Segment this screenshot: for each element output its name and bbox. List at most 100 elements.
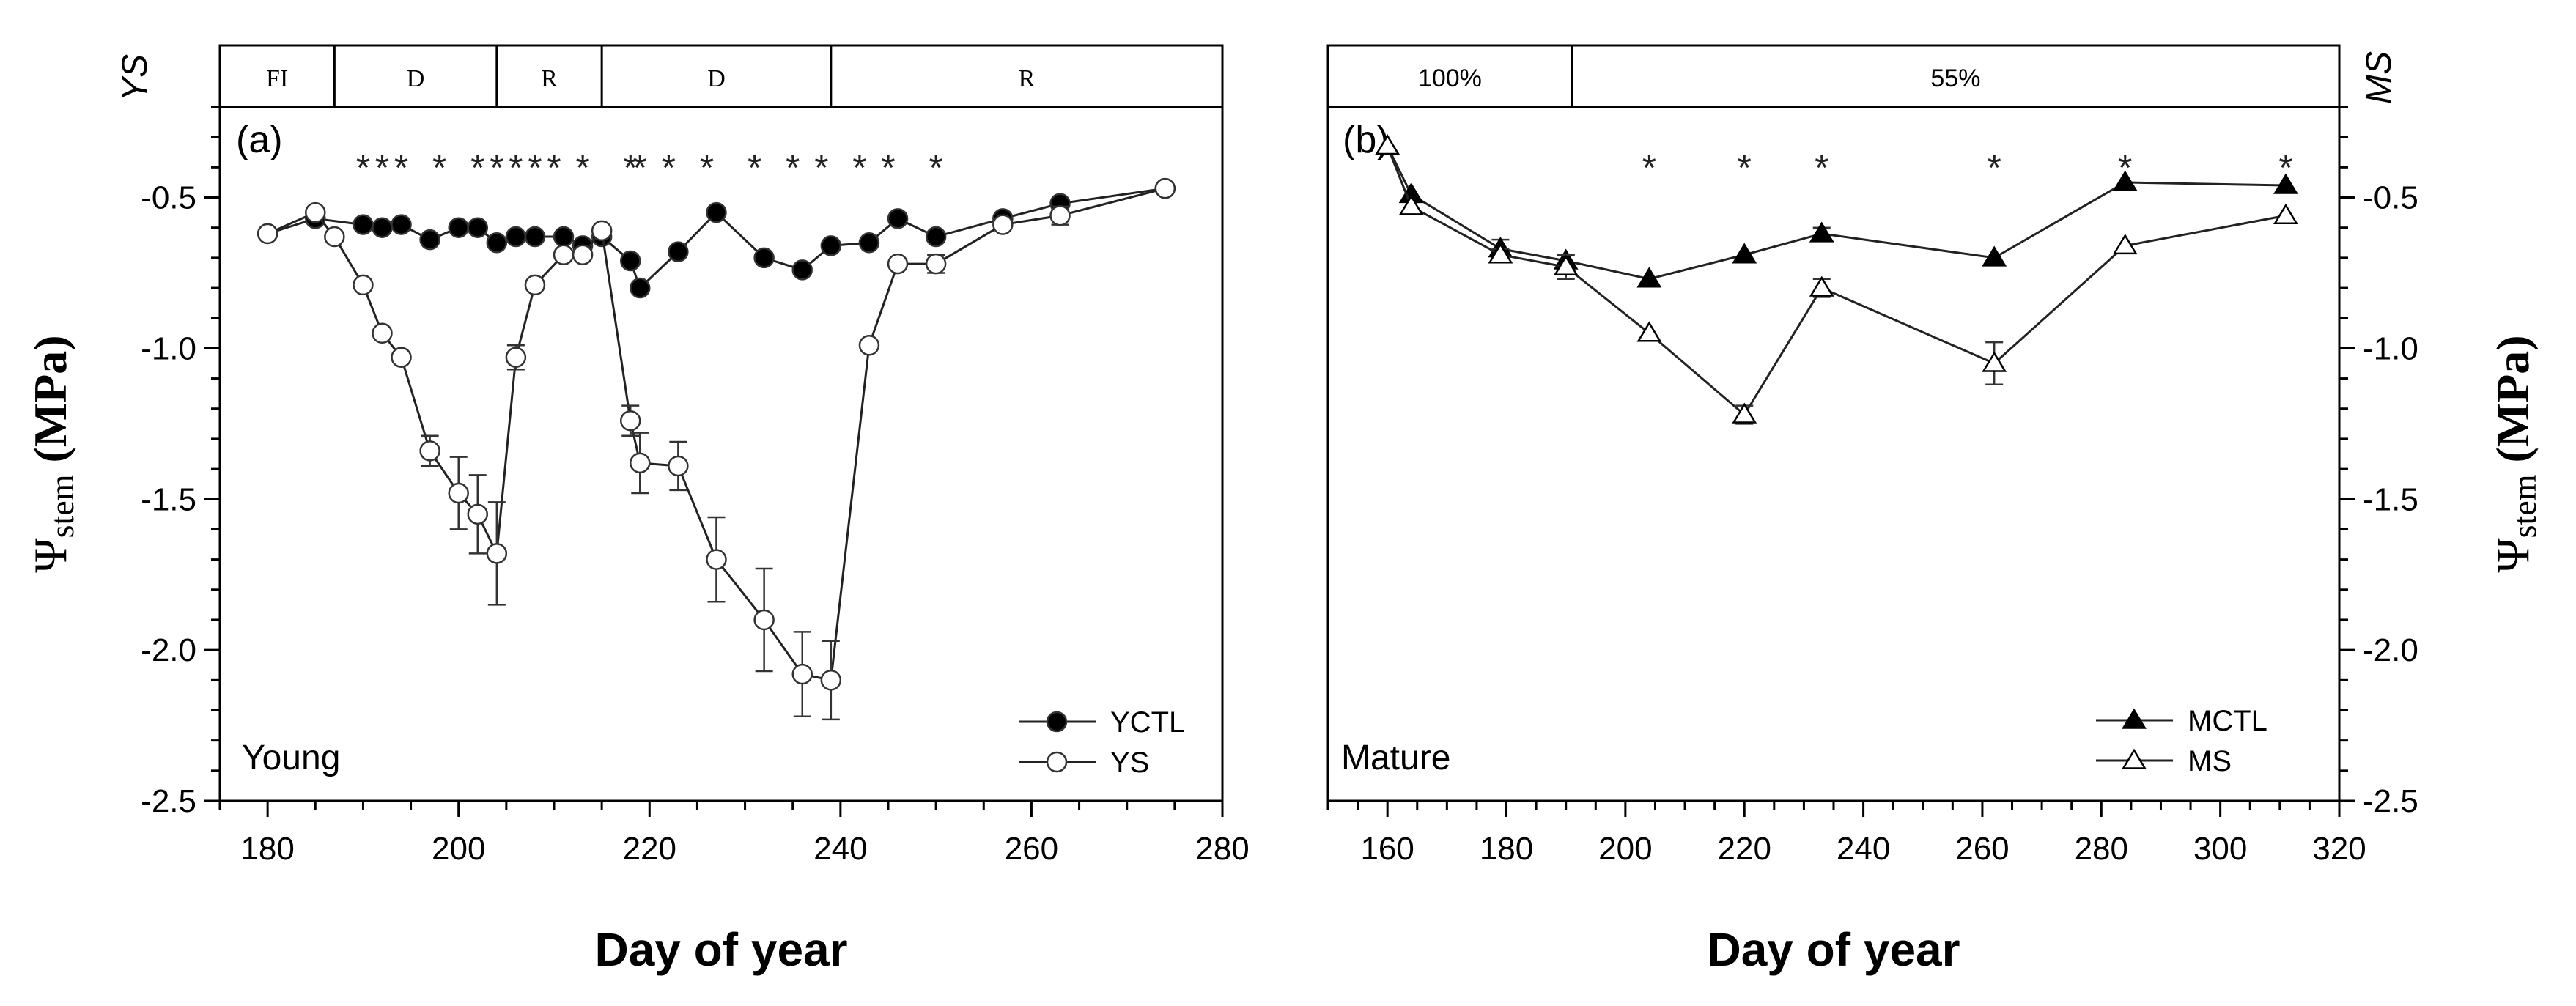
x-tick-label: 220 <box>1718 831 1771 867</box>
data-point <box>486 232 508 254</box>
significance-star: * <box>1738 147 1752 188</box>
significance-star: * <box>2278 147 2292 188</box>
legend-label: YS <box>1110 747 1149 779</box>
series-line <box>1386 145 2287 417</box>
data-point <box>925 253 947 275</box>
y-axis-title-subscript: stem <box>43 474 81 538</box>
data-point <box>324 226 345 248</box>
significance-star: * <box>575 147 589 188</box>
data-point <box>467 503 489 525</box>
x-axis-title: Day of year <box>1707 923 1960 976</box>
data-point <box>257 223 278 245</box>
data-point <box>992 214 1014 235</box>
y-axis-title-symbol: Ψ <box>2487 538 2539 573</box>
y-tick-label: -2.0 <box>141 632 196 668</box>
data-point <box>1375 134 1400 155</box>
phase-label: 100% <box>1418 64 1482 92</box>
panel-label: (b) <box>1343 119 1390 161</box>
data-point <box>305 201 326 223</box>
phase-label: R <box>541 65 558 92</box>
x-tick-label: 200 <box>432 831 485 867</box>
significance-star: * <box>633 147 647 188</box>
data-point <box>553 244 575 266</box>
data-point <box>858 232 880 254</box>
significance-star: * <box>1815 147 1828 188</box>
x-tick-label: 180 <box>240 831 294 867</box>
significance-star: * <box>1987 147 2001 188</box>
phase-label: FI <box>266 65 288 92</box>
y-tick-label: -1.5 <box>141 481 196 517</box>
panel-label: (a) <box>236 119 283 161</box>
data-point <box>791 259 813 281</box>
x-tick-label: 240 <box>1837 831 1890 867</box>
y-axis-title-unit: (MPa) <box>2487 335 2539 474</box>
significance-star: * <box>1642 147 1656 188</box>
x-tick-label: 160 <box>1360 831 1414 867</box>
x-tick-label: 180 <box>1480 831 1533 867</box>
significance-star: * <box>528 147 542 188</box>
legend-label: MS <box>2188 745 2232 777</box>
significance-star: * <box>814 147 828 188</box>
legend-label: MCTL <box>2188 705 2267 737</box>
significance-star: * <box>786 147 800 188</box>
y-axis-title-symbol: Ψ <box>24 538 76 573</box>
data-point <box>591 220 613 242</box>
data-point <box>706 201 727 223</box>
significance-star: * <box>490 147 503 188</box>
data-point <box>630 277 651 299</box>
data-point <box>753 609 775 631</box>
data-point <box>2112 170 2138 191</box>
x-tick-label: 240 <box>813 831 867 867</box>
x-axis-title: Day of year <box>594 923 847 976</box>
x-tick-label: 280 <box>2075 831 2128 867</box>
panel-b: 100% 55% 160 180 200 220 240 260 280 300 320 -0.5 -1… <box>1326 44 2543 976</box>
series-line <box>1386 145 2286 281</box>
data-point <box>1636 267 1662 288</box>
significance-star: * <box>394 147 408 188</box>
significance-star: * <box>700 147 714 188</box>
data-point <box>753 247 775 269</box>
data-point <box>391 347 412 368</box>
legend-marker <box>2122 708 2147 729</box>
x-tick-label: 220 <box>623 831 676 867</box>
significance-star: * <box>547 147 561 188</box>
x-tick-label: 300 <box>2193 831 2247 867</box>
data-point <box>1732 243 1757 264</box>
data-point <box>553 226 575 248</box>
treatment-side-label: MS <box>2360 51 2399 104</box>
series-mctl: MCTL <box>1375 134 2298 737</box>
data-point <box>524 274 546 296</box>
data-point <box>1809 275 1834 297</box>
panel-a: FI D R D R 180 200 220 240 260 280 -0.5 -1.0 -1.5 -2.0… <box>24 44 1250 976</box>
data-point <box>2112 233 2138 255</box>
data-point <box>353 214 374 235</box>
data-point <box>706 549 727 570</box>
plot-frame <box>218 44 1224 802</box>
data-point <box>391 214 412 235</box>
y-axis-title: Ψstem (MPa) <box>24 335 81 572</box>
significance-star: * <box>748 147 761 188</box>
x-tick-label: 200 <box>1598 831 1652 867</box>
legend-label: YCTL <box>1110 706 1185 739</box>
significance-star: * <box>356 147 370 188</box>
data-point <box>2273 203 2298 224</box>
data-point <box>668 455 689 477</box>
series-line <box>267 187 1166 682</box>
series-ms: MS <box>1375 134 2298 777</box>
data-point <box>448 217 469 238</box>
legend-marker <box>1046 711 1068 733</box>
data-point <box>1154 177 1176 199</box>
data-point <box>372 217 393 238</box>
significance-star: * <box>929 147 942 188</box>
significance-star: * <box>623 147 637 188</box>
y-tick-label: -1.0 <box>2363 330 2418 366</box>
legend-marker <box>1046 751 1068 773</box>
data-point <box>419 229 440 251</box>
age-class-label: Young <box>242 739 340 777</box>
data-point <box>1553 254 1579 275</box>
significance-star: * <box>852 147 866 188</box>
data-point <box>619 410 641 432</box>
y-tick-label: -0.5 <box>2363 180 2418 216</box>
data-point <box>887 253 909 275</box>
